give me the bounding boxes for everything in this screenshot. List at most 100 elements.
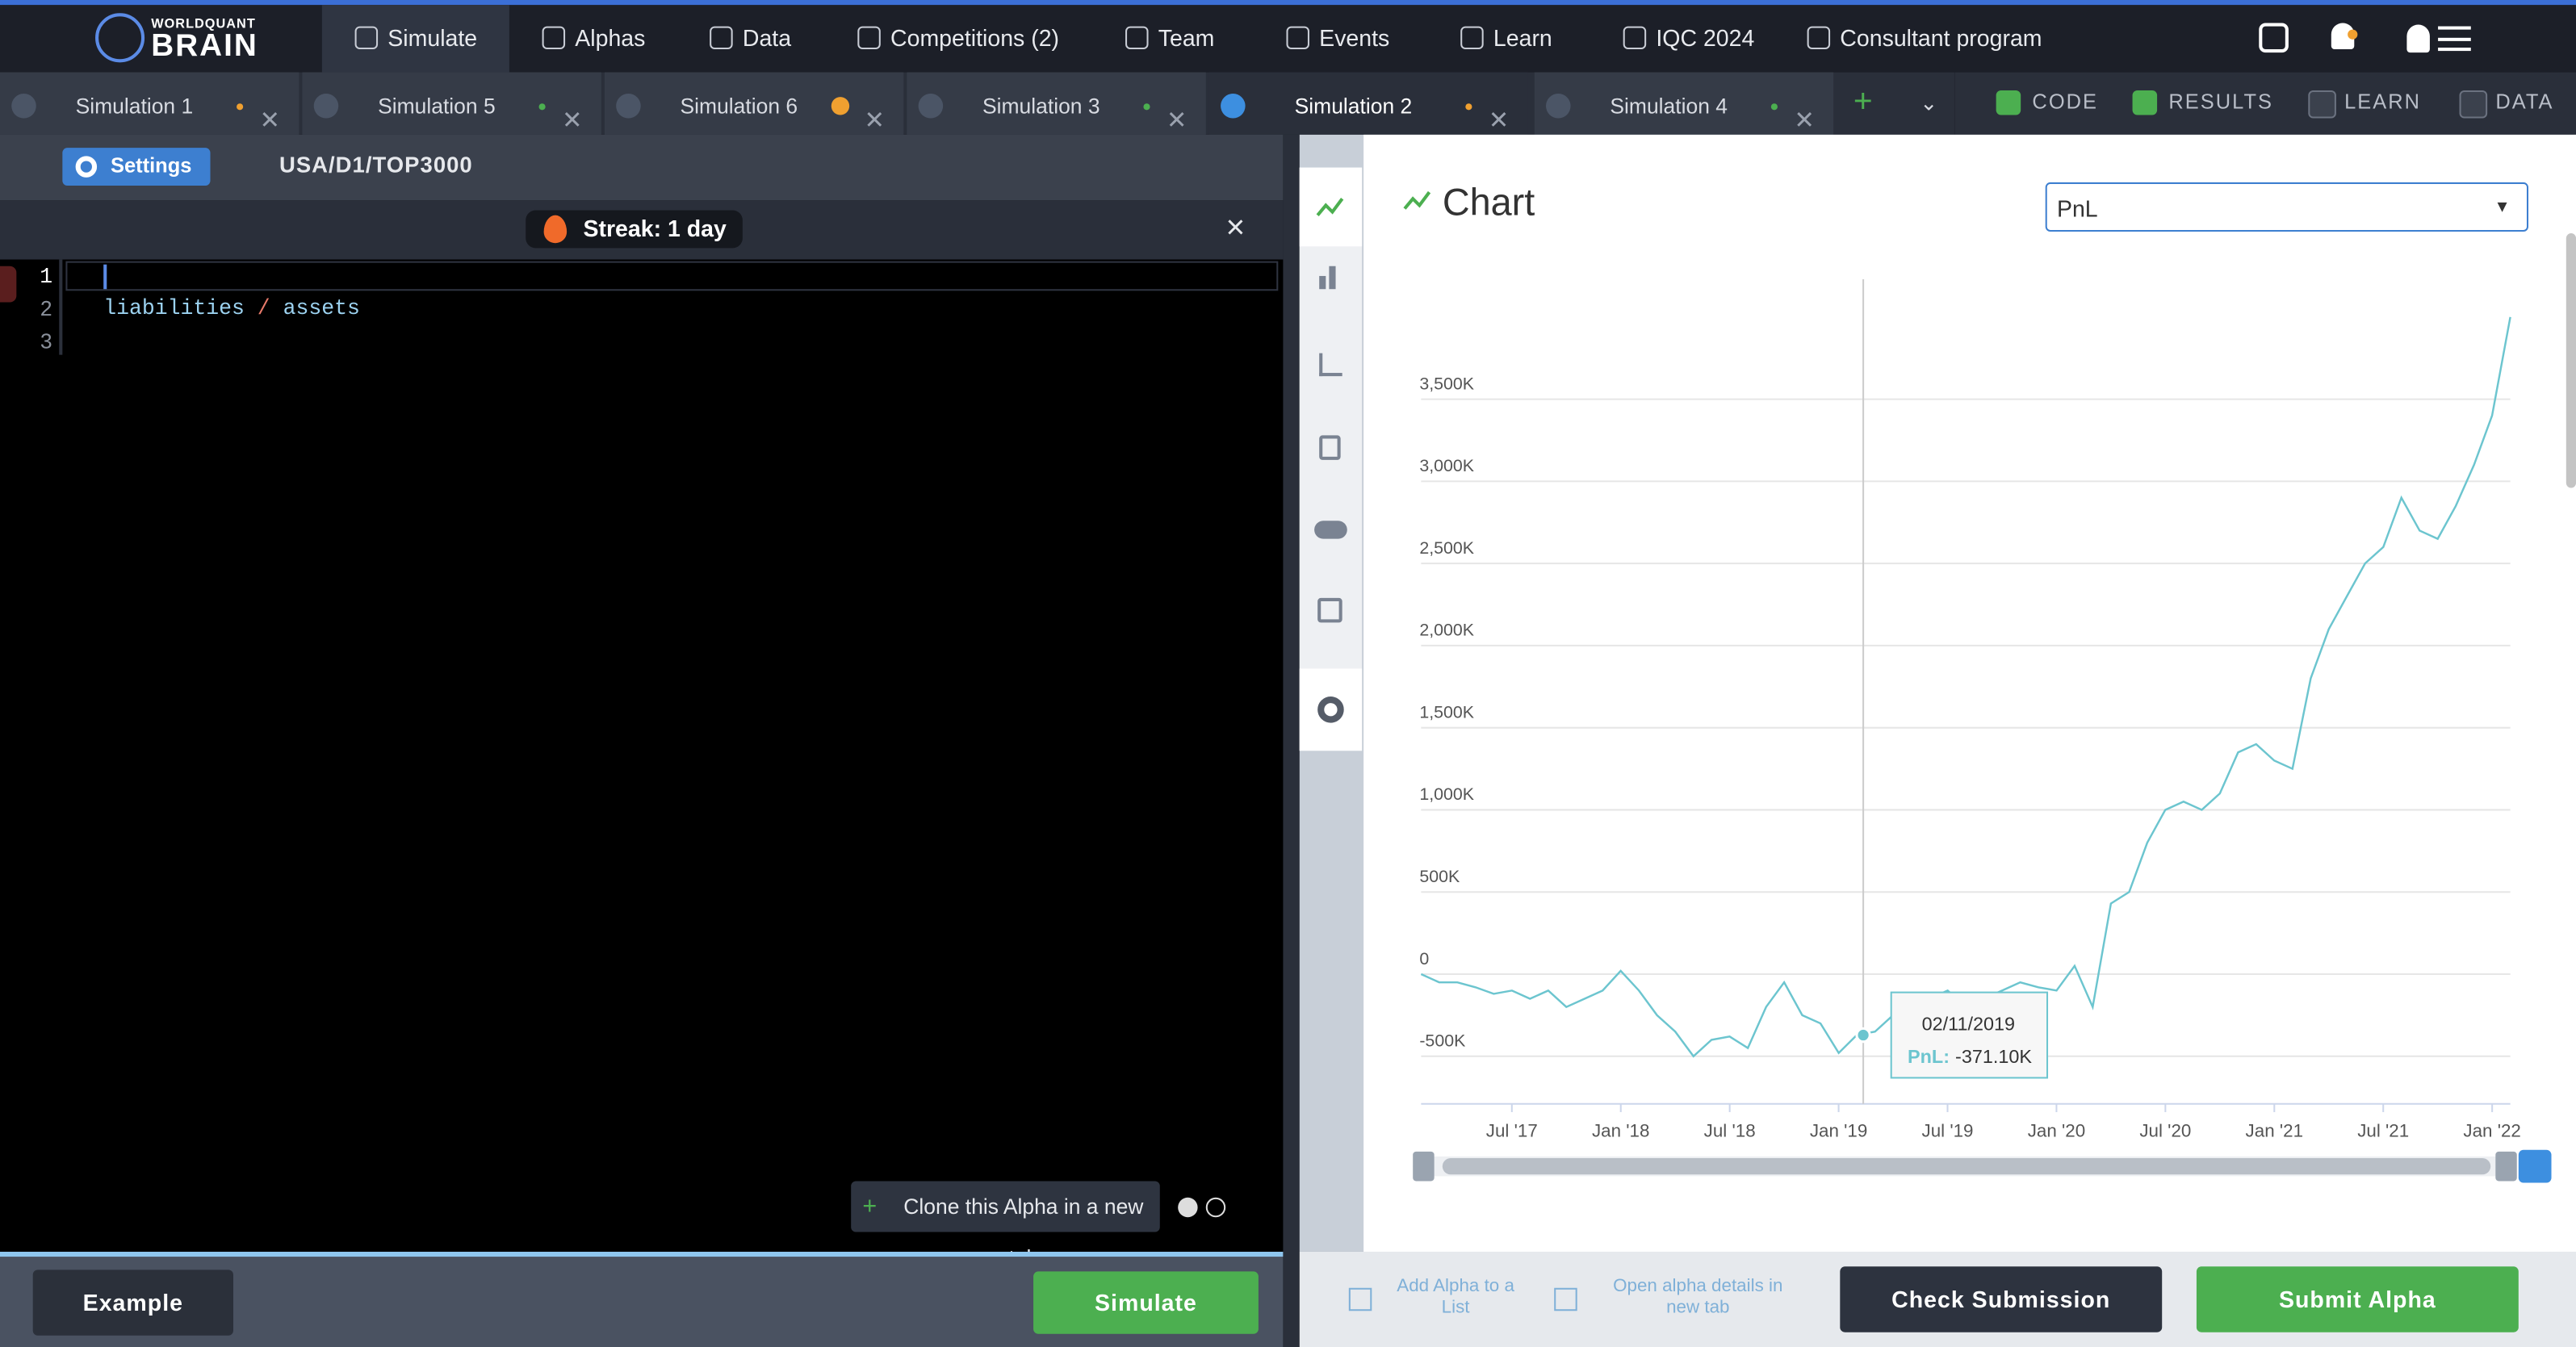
- code-token: /: [257, 295, 270, 320]
- side-marker: [0, 266, 17, 303]
- nav-icon: [1807, 26, 1831, 50]
- tab-status: [237, 103, 244, 111]
- tab-close[interactable]: ✕: [562, 107, 583, 135]
- tab[interactable]: Simulation 6 ✕: [604, 72, 904, 135]
- user-icon[interactable]: [2406, 24, 2430, 53]
- nav-item[interactable]: IQC 2024: [1620, 5, 1801, 72]
- logo-icon: [95, 13, 145, 63]
- code-editor[interactable]: liabilities / assets + Clone this Alpha i…: [0, 259, 1284, 1270]
- chart-heading: Chart: [1442, 180, 1535, 224]
- nav-icon: [542, 26, 566, 50]
- tab[interactable]: Simulation 4 ✕: [1534, 72, 1834, 135]
- panel-label: LEARN: [2344, 90, 2422, 114]
- icon[interactable]: [1319, 435, 1341, 460]
- submit-alpha[interactable]: Submit Alpha: [2196, 1266, 2519, 1332]
- nav-item[interactable]: Simulate: [321, 5, 509, 73]
- tab-title: Simulation 6: [680, 94, 798, 119]
- icon[interactable]: [1314, 521, 1347, 539]
- nav-item[interactable]: Learn: [1457, 5, 1618, 72]
- add-to-list[interactable]: Add Alpha to a List: [1397, 1276, 1514, 1318]
- nav-icon: [1286, 26, 1309, 50]
- nav-item[interactable]: Alphas: [539, 5, 704, 72]
- example-button[interactable]: Example: [32, 1270, 233, 1336]
- icon[interactable]: [1319, 353, 1342, 377]
- tab[interactable]: Simulation 1 ✕: [0, 72, 299, 135]
- tab-menu[interactable]: ⌄: [1920, 90, 1938, 115]
- line-number: 2: [40, 297, 53, 322]
- active-line: [65, 261, 1279, 291]
- tab-status: [831, 97, 850, 115]
- nav-icon: [710, 26, 733, 50]
- icon[interactable]: [1319, 275, 1326, 290]
- icon[interactable]: [1317, 597, 1342, 623]
- panel-toggle[interactable]: LEARN: [2308, 73, 2421, 135]
- streak-prefix: Streak:: [583, 215, 662, 242]
- top-nav: WORLDQUANT BRAIN Simulate Alphas Data Compe…: [0, 0, 2576, 73]
- check-submission[interactable]: Check Submission: [1840, 1266, 2163, 1332]
- tab-bar: + ⌄ Simulation 1 ✕ Simulation 5 ✕ Simulation…: [0, 72, 1955, 135]
- menu-icon[interactable]: [2438, 26, 2471, 52]
- nav-item[interactable]: Data: [706, 5, 851, 72]
- results-panel: Chart PnL ▼: [1299, 134, 2576, 1252]
- code-token: liabilities: [103, 295, 245, 320]
- list-icon: [1348, 1287, 1372, 1311]
- tab-title: Simulation 5: [378, 94, 496, 119]
- panel-label: RESULTS: [2168, 90, 2274, 114]
- scrollbar[interactable]: [2566, 233, 2576, 488]
- logo-top: WORLDQUANT: [151, 16, 256, 31]
- tab-close[interactable]: ✕: [1794, 107, 1815, 135]
- tab[interactable]: Simulation 5 ✕: [302, 72, 601, 135]
- nav-icon: [1460, 26, 1484, 50]
- gear-icon: [75, 156, 98, 178]
- settings-bar: Settings USA/D1/TOP3000: [0, 134, 1284, 201]
- tab-close[interactable]: ✕: [259, 107, 281, 135]
- tab-icon: [1546, 94, 1571, 119]
- tab-icon: [918, 94, 944, 119]
- results-footer: Add Alpha to a List Open alpha details i…: [1299, 1251, 2576, 1347]
- checkbox[interactable]: [2459, 90, 2488, 119]
- pager-dot[interactable]: [1178, 1197, 1198, 1218]
- tab-title: Simulation 3: [982, 94, 1100, 119]
- tab[interactable]: Simulation 3 ✕: [907, 72, 1206, 135]
- clone-label: Clone this Alpha in a new tab: [903, 1194, 1144, 1270]
- nav-item[interactable]: Events: [1283, 5, 1454, 72]
- panel-toggle[interactable]: CODE: [1996, 73, 2098, 135]
- panel-toggle[interactable]: RESULTS: [2132, 73, 2274, 135]
- team-icon[interactable]: [2259, 23, 2289, 53]
- nav-item[interactable]: Team: [1122, 5, 1280, 72]
- splitter[interactable]: [1283, 134, 1300, 1347]
- tab-close[interactable]: ✕: [864, 107, 886, 135]
- checkbox[interactable]: [2308, 90, 2336, 119]
- tab-close[interactable]: ✕: [1166, 107, 1187, 135]
- checkbox[interactable]: [1996, 90, 2021, 115]
- pager-dot[interactable]: [1205, 1197, 1226, 1218]
- panel-label: CODE: [2032, 90, 2099, 114]
- streak-unit: day: [686, 215, 727, 242]
- chart-tab[interactable]: [1299, 167, 1363, 247]
- external-icon: [1554, 1287, 1577, 1311]
- open-details[interactable]: Open alpha details in new tab: [1613, 1276, 1783, 1318]
- cursor: [103, 264, 107, 290]
- nav-item[interactable]: Competitions (2): [854, 5, 1117, 72]
- nav-icon: [354, 26, 379, 50]
- settings-tab[interactable]: [1299, 668, 1363, 751]
- panel-toggle[interactable]: DATA: [2459, 73, 2554, 135]
- tab-status: [1143, 103, 1150, 111]
- nav-item[interactable]: Consultant program: [1804, 5, 2117, 72]
- tab-close[interactable]: ✕: [1488, 107, 1510, 135]
- universe: USA/D1/TOP3000: [279, 153, 473, 178]
- close-streak[interactable]: ×: [1225, 210, 1246, 247]
- clone-button[interactable]: +Clone this Alpha in a new tab: [851, 1181, 1160, 1270]
- tab-icon: [616, 94, 641, 119]
- streak-bar: Streak: 1 day ×: [0, 200, 1284, 260]
- line-number: 1: [40, 264, 53, 290]
- select-value: PnL: [2056, 195, 2098, 222]
- simulate-button[interactable]: Simulate: [1033, 1271, 1259, 1334]
- checkbox[interactable]: [2132, 90, 2158, 115]
- add-tab[interactable]: +: [1853, 83, 1873, 120]
- tab[interactable]: Simulation 2 ✕: [1208, 72, 1528, 135]
- gutter-line: [59, 259, 63, 355]
- series-select[interactable]: PnL ▼: [2045, 182, 2529, 232]
- tab-title: Simulation 2: [1294, 94, 1413, 119]
